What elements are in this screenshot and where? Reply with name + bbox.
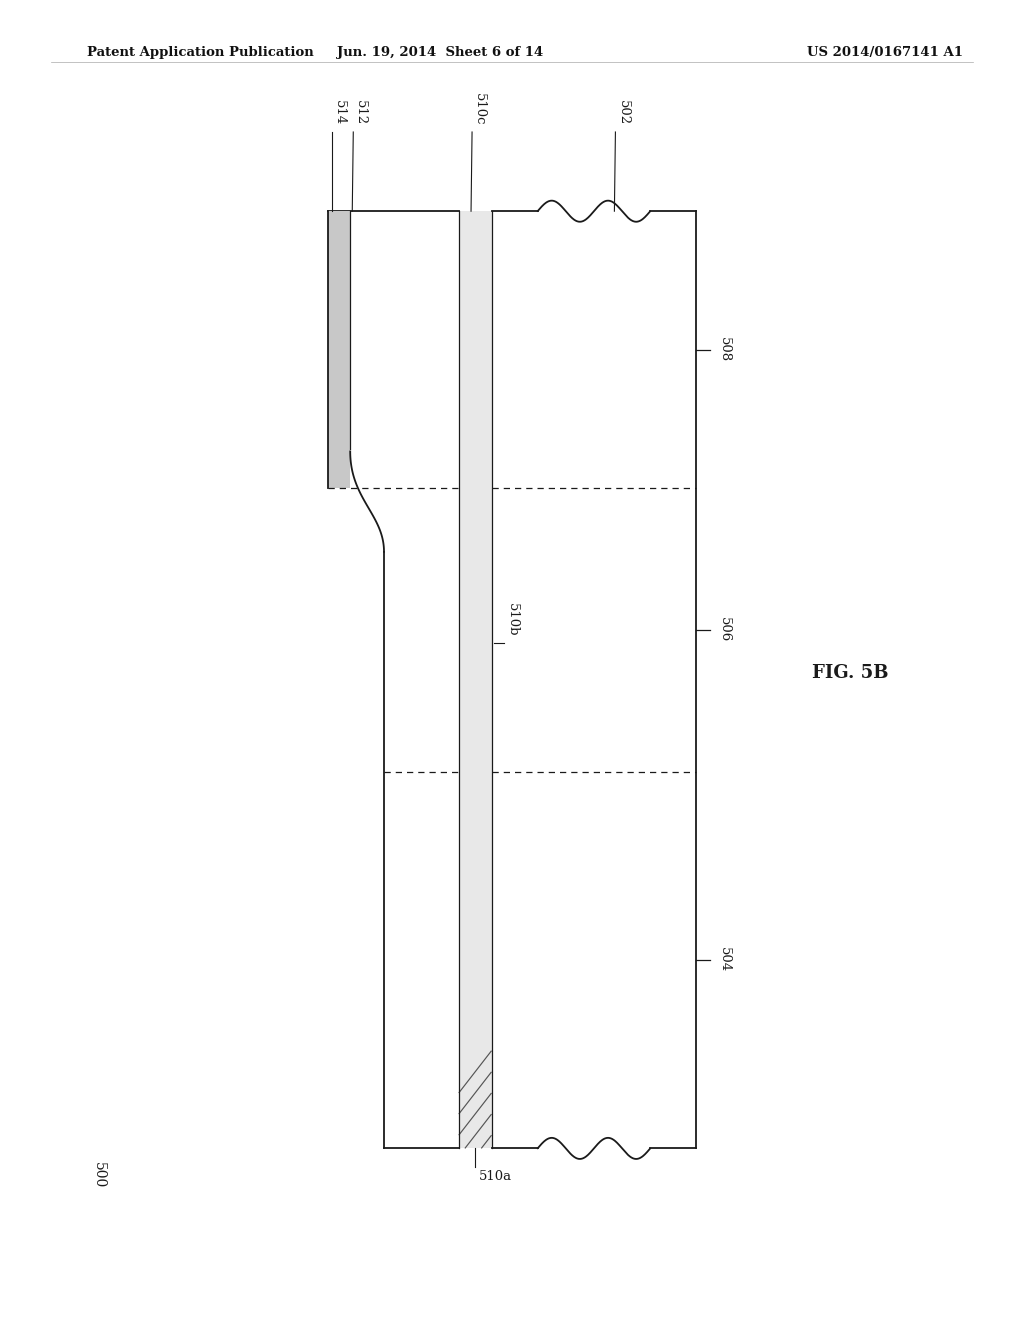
Text: Patent Application Publication: Patent Application Publication: [87, 46, 313, 59]
Text: 510c: 510c: [473, 92, 486, 125]
Text: 510b: 510b: [506, 603, 519, 636]
Text: 508: 508: [718, 337, 731, 363]
Text: 514: 514: [333, 100, 346, 125]
Text: 512: 512: [354, 100, 368, 125]
Bar: [328, 211, 350, 488]
Text: 502: 502: [616, 100, 630, 125]
Text: US 2014/0167141 A1: US 2014/0167141 A1: [807, 46, 963, 59]
Text: 506: 506: [718, 616, 731, 643]
Text: FIG. 5B: FIG. 5B: [812, 664, 888, 682]
Text: 510a: 510a: [479, 1170, 512, 1183]
Text: 500: 500: [92, 1162, 106, 1188]
Bar: [459, 211, 492, 1148]
Text: Jun. 19, 2014  Sheet 6 of 14: Jun. 19, 2014 Sheet 6 of 14: [337, 46, 544, 59]
Text: 504: 504: [718, 946, 731, 973]
